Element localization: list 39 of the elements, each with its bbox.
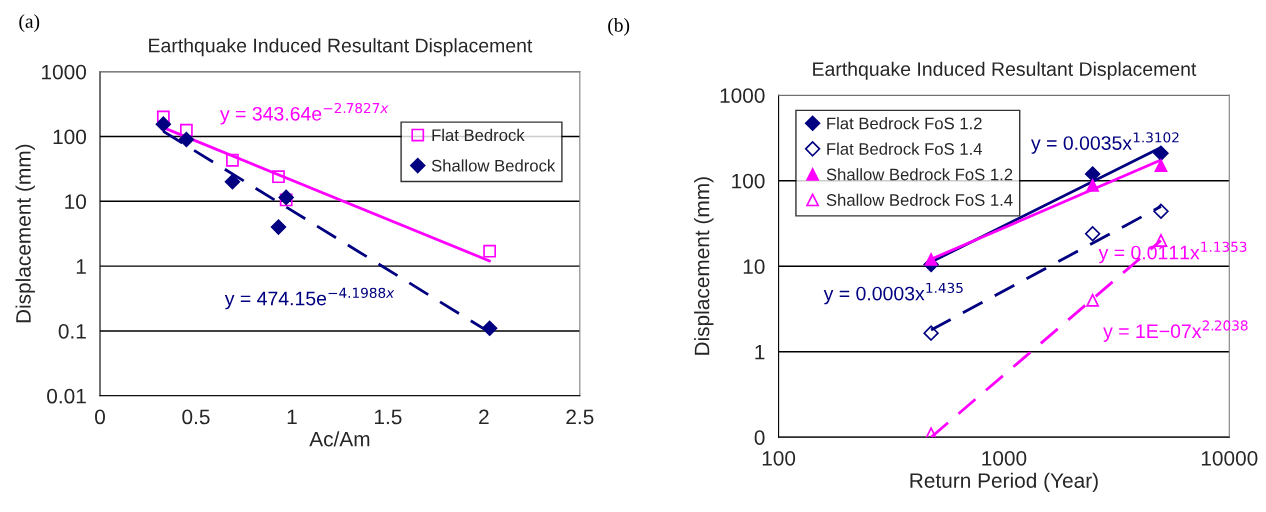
annotation: y = 0.0111x$^{1.1353}$ bbox=[1098, 241, 1247, 264]
y-tick-label: 1 bbox=[76, 259, 86, 274]
x-axis-title: Ac/Am bbox=[309, 431, 370, 447]
legend-label: Flat Bedrock FoS 1.4 bbox=[827, 142, 982, 155]
text: (b) bbox=[608, 18, 630, 36]
annotation: y = 0.0035x$^{1.3102}$ bbox=[1031, 132, 1179, 154]
x-tick-label: 2 bbox=[479, 409, 489, 425]
x-tick-label: 1.5 bbox=[375, 409, 402, 425]
x-tick-label: 10000 bbox=[1201, 450, 1258, 466]
legend-label: Shallow Bedrock bbox=[431, 159, 556, 172]
x-tick-label: 1 bbox=[287, 409, 297, 425]
x-tick-label: 0 bbox=[95, 409, 105, 425]
legend-label: Shallow Bedrock FoS 1.4 bbox=[826, 193, 1013, 206]
text: (a) bbox=[19, 14, 40, 32]
y-axis-title: Displacement (mm) bbox=[694, 177, 714, 355]
y-tick-label: 0.1 bbox=[58, 323, 86, 339]
legend-label: Flat Bedrock bbox=[432, 128, 525, 142]
y-tick-label: 100 bbox=[732, 173, 765, 189]
legend-label: Shallow Bedrock FoS 1.2 bbox=[826, 168, 1013, 181]
y-tick-label: 1000 bbox=[42, 64, 87, 80]
annotation: y = 343.64e$^{−2.7827x}$ bbox=[220, 102, 389, 125]
chart-title: Earthquake Induced Resultant Displacement bbox=[813, 61, 1197, 80]
y-tick-label: 0 bbox=[754, 430, 765, 445]
y-tick-label: 10 bbox=[743, 259, 765, 274]
y-tick-label: 0.01 bbox=[47, 388, 86, 404]
y-tick-label: 100 bbox=[53, 129, 87, 145]
x-tick-label: 2.5 bbox=[566, 409, 594, 425]
y-tick-label: 1 bbox=[755, 344, 765, 360]
annotation: y = 0.0003x$^{1.435}$ bbox=[823, 282, 963, 305]
x-tick-label: 0.5 bbox=[182, 409, 210, 425]
x-axis-title: Return Period (Year) bbox=[910, 472, 1098, 493]
y-axis-title: Displacement (mm) bbox=[15, 144, 35, 323]
y-tick-label: 10 bbox=[65, 194, 87, 210]
chart-title: Earthquake Induced Resultant Displacement bbox=[149, 38, 533, 57]
annotation: y = 1E−07x$^{2.2038}$ bbox=[1103, 320, 1248, 342]
annotation: y = 474.15e$^{−4.1988x}$ bbox=[224, 287, 395, 310]
legend-label: Flat Bedrock FoS 1.2 bbox=[827, 117, 982, 130]
x-tick-label: 1000 bbox=[982, 450, 1027, 466]
y-tick-label: 1000 bbox=[720, 88, 765, 103]
